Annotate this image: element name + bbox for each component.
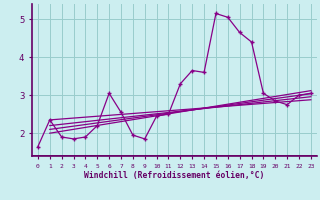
- X-axis label: Windchill (Refroidissement éolien,°C): Windchill (Refroidissement éolien,°C): [84, 171, 265, 180]
